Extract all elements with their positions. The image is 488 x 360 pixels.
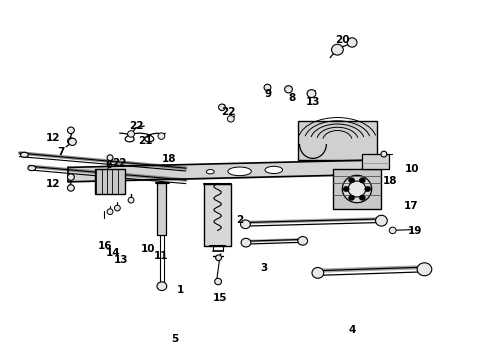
Text: 18: 18 xyxy=(161,154,176,164)
Bar xyxy=(298,121,376,160)
Ellipse shape xyxy=(311,267,323,278)
Ellipse shape xyxy=(343,186,348,192)
Ellipse shape xyxy=(158,133,164,139)
Ellipse shape xyxy=(20,152,28,157)
Ellipse shape xyxy=(127,131,134,137)
Ellipse shape xyxy=(359,195,365,200)
Ellipse shape xyxy=(375,215,386,226)
Ellipse shape xyxy=(331,44,343,55)
Ellipse shape xyxy=(107,155,113,161)
Ellipse shape xyxy=(227,116,234,122)
Text: 17: 17 xyxy=(403,201,417,211)
Text: 8: 8 xyxy=(288,93,295,103)
Bar xyxy=(361,154,388,169)
Text: 11: 11 xyxy=(154,251,168,261)
Ellipse shape xyxy=(359,178,365,183)
Ellipse shape xyxy=(342,175,371,203)
Ellipse shape xyxy=(114,205,120,211)
Ellipse shape xyxy=(348,178,354,183)
Ellipse shape xyxy=(284,86,292,93)
Bar xyxy=(157,183,166,235)
Ellipse shape xyxy=(297,237,307,245)
Text: 2: 2 xyxy=(236,215,243,225)
Ellipse shape xyxy=(67,127,74,134)
Ellipse shape xyxy=(67,138,74,144)
Ellipse shape xyxy=(306,90,315,98)
Ellipse shape xyxy=(128,197,134,203)
Ellipse shape xyxy=(215,255,221,261)
Text: 5: 5 xyxy=(171,334,178,344)
Text: 9: 9 xyxy=(264,89,271,99)
Ellipse shape xyxy=(107,209,113,215)
Text: 21: 21 xyxy=(138,136,153,146)
Text: 15: 15 xyxy=(212,293,227,303)
Ellipse shape xyxy=(157,282,166,291)
Ellipse shape xyxy=(214,278,221,285)
Text: 10: 10 xyxy=(404,164,418,174)
Ellipse shape xyxy=(264,166,282,174)
Text: 22: 22 xyxy=(221,107,236,117)
Text: 20: 20 xyxy=(334,35,349,45)
Ellipse shape xyxy=(240,220,250,229)
Ellipse shape xyxy=(364,186,370,192)
Text: 1: 1 xyxy=(177,285,184,295)
Ellipse shape xyxy=(348,195,354,200)
Ellipse shape xyxy=(227,167,251,176)
Ellipse shape xyxy=(346,38,356,47)
Ellipse shape xyxy=(218,104,225,111)
Text: 13: 13 xyxy=(305,96,320,107)
Text: 14: 14 xyxy=(106,248,121,258)
Ellipse shape xyxy=(416,263,431,276)
Text: 19: 19 xyxy=(407,226,421,236)
Text: 13: 13 xyxy=(114,255,128,265)
Text: 22: 22 xyxy=(112,158,126,168)
Text: 18: 18 xyxy=(382,176,397,186)
Text: 3: 3 xyxy=(260,263,267,273)
Text: 12: 12 xyxy=(45,132,60,143)
Ellipse shape xyxy=(264,84,270,91)
Bar xyxy=(204,184,231,246)
Bar xyxy=(95,169,124,194)
Bar xyxy=(332,169,381,209)
Ellipse shape xyxy=(388,227,395,234)
Ellipse shape xyxy=(206,170,214,174)
Ellipse shape xyxy=(380,151,386,157)
Ellipse shape xyxy=(241,238,250,247)
Text: 7: 7 xyxy=(57,147,65,157)
Text: 16: 16 xyxy=(98,240,112,251)
Text: 22: 22 xyxy=(128,121,143,131)
Ellipse shape xyxy=(347,181,365,197)
Ellipse shape xyxy=(68,138,76,145)
Text: 10: 10 xyxy=(140,244,155,254)
Ellipse shape xyxy=(67,174,74,180)
Text: 4: 4 xyxy=(347,325,355,336)
Text: 12: 12 xyxy=(45,179,60,189)
Ellipse shape xyxy=(28,166,36,171)
Ellipse shape xyxy=(67,185,74,191)
Text: 6: 6 xyxy=(105,160,112,170)
